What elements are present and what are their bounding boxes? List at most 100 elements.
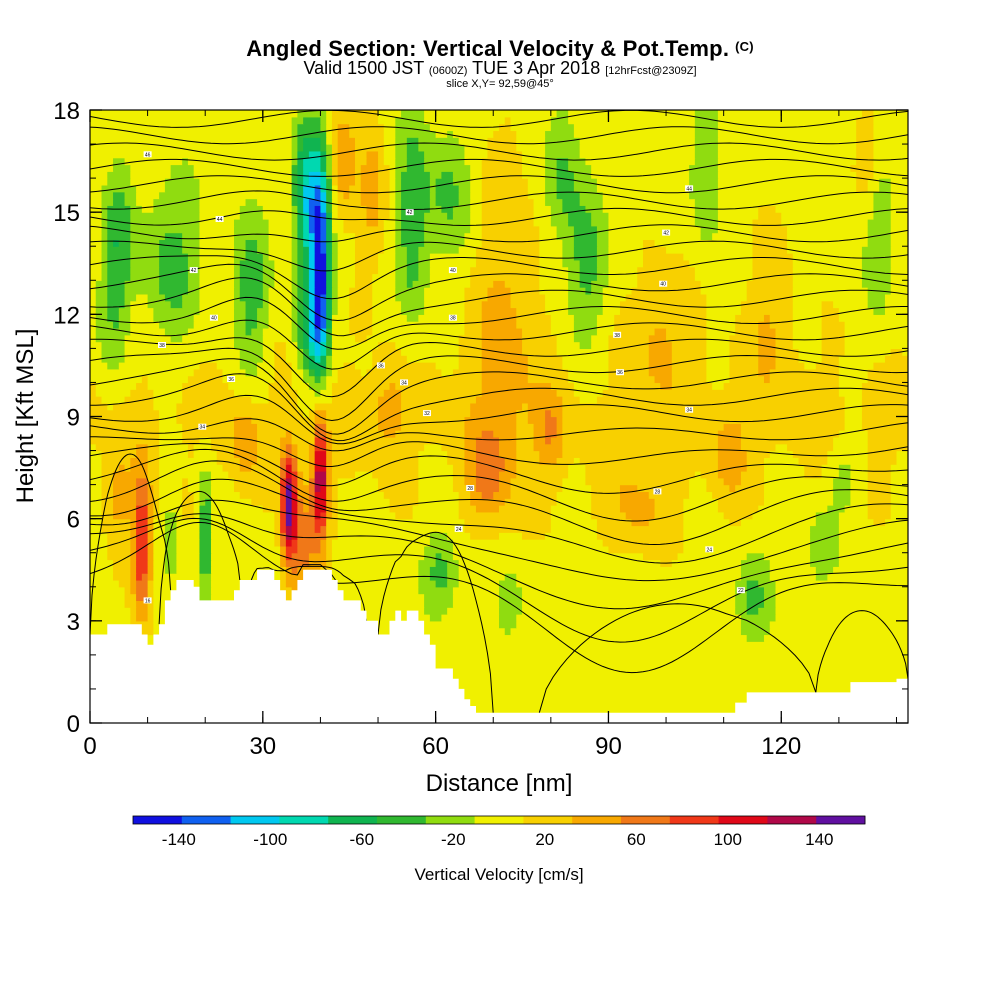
y-tick-label: 12 — [53, 302, 80, 329]
isentrope-label: 24 — [705, 546, 714, 553]
svg-text:40: 40 — [211, 316, 217, 322]
terrain-mask — [90, 569, 908, 723]
isentrope-label: 34 — [400, 379, 408, 386]
svg-text:38: 38 — [614, 333, 620, 339]
isentrope-label: 42 — [662, 229, 671, 237]
svg-text:28: 28 — [467, 486, 473, 492]
colorbar-bin — [377, 816, 427, 824]
isentrope-label: 38 — [158, 342, 166, 349]
x-tick-label: 0 — [83, 733, 96, 760]
svg-text:46: 46 — [145, 152, 151, 158]
terrain-profile — [90, 569, 908, 723]
colorbar-bin — [181, 816, 231, 824]
isentrope-label: 36 — [227, 376, 236, 383]
colorbar-bin — [230, 816, 280, 824]
colorbar-tick-labels: -140 -100 -60 -20 20 60 100 140 — [162, 830, 834, 849]
isentrope-label: 36 — [616, 369, 624, 376]
svg-text:42: 42 — [191, 268, 197, 274]
isentrope-label: 34 — [685, 406, 694, 414]
colorbar-label: Vertical Velocity [cm/s] — [414, 865, 583, 884]
svg-text:38: 38 — [450, 316, 456, 322]
svg-text:34: 34 — [200, 425, 206, 431]
isentrope-label: 40 — [448, 267, 457, 274]
y-axis-label: Height [Kft MSL] — [12, 329, 39, 504]
svg-text:42: 42 — [663, 231, 669, 237]
isentrope-label: 40 — [659, 280, 668, 288]
svg-text:44: 44 — [217, 217, 223, 223]
colorbar-bin — [523, 816, 573, 824]
x-tick-label: 120 — [761, 733, 801, 760]
colorbar-bin — [767, 816, 817, 824]
colorbar-bin — [669, 816, 719, 824]
svg-text:42: 42 — [407, 210, 413, 216]
svg-text:40: 40 — [660, 282, 666, 288]
isentrope-label: 38 — [448, 314, 457, 322]
colorbar-bin — [474, 816, 524, 824]
colorbar-tick-label: -140 — [162, 830, 196, 849]
colorbar-tick-label: 60 — [627, 830, 646, 849]
isentrope-label: 28 — [653, 488, 662, 495]
isentrope-label: 36 — [376, 362, 385, 369]
svg-text:36: 36 — [378, 363, 384, 369]
isentrope-label: 40 — [209, 314, 218, 322]
y-tick-label: 18 — [53, 98, 80, 125]
y-tick-label: 9 — [67, 405, 80, 432]
y-tick-label: 0 — [67, 711, 80, 738]
svg-text:16: 16 — [145, 598, 151, 604]
colorbar-tick-label: -20 — [441, 830, 466, 849]
chart-subtitle: Valid 1500 JST (0600Z) TUE 3 Apr 2018 [1… — [0, 58, 1000, 79]
colorbar-tick-label: -100 — [253, 830, 287, 849]
colorbar-tick-label: 140 — [805, 830, 833, 849]
colorbar — [132, 815, 866, 825]
chart-title-suffix: (C) — [735, 39, 754, 54]
svg-text:44: 44 — [686, 186, 692, 192]
chart-title: Angled Section: Vertical Velocity & Pot.… — [0, 36, 1000, 62]
y-tick-label: 6 — [67, 507, 80, 534]
svg-text:36: 36 — [617, 370, 623, 376]
colorbar-bin — [572, 816, 622, 824]
isentrope-label: 44 — [685, 185, 694, 192]
y-tick-label: 3 — [67, 609, 80, 636]
isentrope-label: 44 — [215, 216, 224, 223]
x-tick-label: 60 — [422, 733, 449, 760]
isentrope-label: 24 — [454, 525, 463, 533]
x-axis-label: Distance [nm] — [426, 770, 573, 797]
svg-text:34: 34 — [401, 380, 407, 386]
colorbar-bin — [133, 816, 183, 824]
colorbar-bin — [718, 816, 768, 824]
colorbar-tick-label: -60 — [350, 830, 375, 849]
x-tick-label: 30 — [249, 733, 276, 760]
valid-time: Valid 1500 JST — [303, 58, 424, 78]
valid-date: TUE 3 Apr 2018 — [472, 58, 601, 78]
colorbar-bin — [621, 816, 671, 824]
svg-text:34: 34 — [686, 408, 692, 414]
isentrope-label: 34 — [198, 423, 207, 431]
isentrope-label: 46 — [143, 151, 152, 158]
x-tick-label: 90 — [595, 733, 622, 760]
isentrope-label: 32 — [423, 410, 431, 417]
isentrope-label: 28 — [466, 485, 475, 492]
svg-text:36: 36 — [228, 377, 234, 383]
isentrope-labels: 46 44 42 40 38 36 34 16 42 40 38 36 34 32 28 24 44 42 40 38… — [143, 151, 745, 604]
svg-text:24: 24 — [456, 527, 462, 533]
isentrope-label: 22 — [736, 587, 745, 594]
colorbar-bin — [816, 816, 866, 824]
isentrope-label: 16 — [143, 597, 152, 604]
isentrope-contours — [90, 110, 908, 713]
svg-text:32: 32 — [424, 411, 430, 417]
colorbar-bin — [279, 816, 329, 824]
chart-title-text: Angled Section: Vertical Velocity & Pot.… — [246, 36, 730, 61]
colorbar-bin — [425, 816, 475, 824]
svg-text:40: 40 — [450, 268, 456, 274]
forecast-info: [12hrFcst@2309Z] — [605, 65, 697, 77]
colorbar-tick-label: 20 — [535, 830, 554, 849]
x-axis-ticks: 0 30 60 90 120 — [83, 110, 897, 760]
svg-text:28: 28 — [655, 489, 661, 495]
svg-text:24: 24 — [707, 547, 713, 553]
isentrope-label: 42 — [189, 267, 198, 274]
colorbar-bin — [328, 816, 378, 824]
valid-zulu: (0600Z) — [428, 65, 468, 77]
